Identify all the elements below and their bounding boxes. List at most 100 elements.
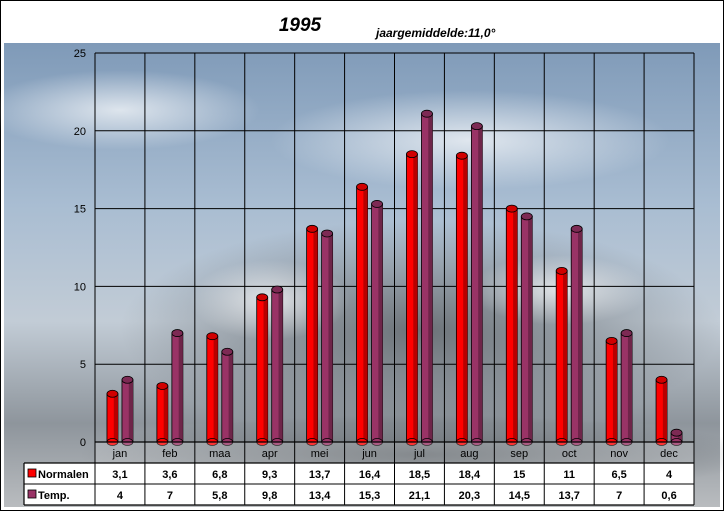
data-label: 15 bbox=[513, 469, 525, 481]
bar bbox=[605, 336, 618, 446]
x-tick-label: dec bbox=[660, 448, 678, 460]
bar-top bbox=[306, 224, 319, 233]
bar-shade bbox=[363, 186, 368, 442]
x-tick-label: jun bbox=[361, 448, 377, 460]
bar bbox=[106, 389, 119, 446]
bar bbox=[256, 293, 269, 446]
data-label: 18,4 bbox=[459, 469, 481, 481]
bar-shade bbox=[677, 432, 683, 442]
bar bbox=[171, 329, 184, 446]
data-label: 18,5 bbox=[409, 469, 430, 481]
data-label: 6,5 bbox=[611, 469, 626, 481]
data-label: 3,6 bbox=[162, 469, 177, 481]
bar-shade bbox=[263, 297, 268, 442]
bar-shade bbox=[328, 233, 333, 442]
x-tick-label: oct bbox=[562, 448, 577, 460]
bar-top bbox=[321, 229, 334, 238]
bar-shade bbox=[378, 203, 383, 442]
bar-top bbox=[221, 347, 234, 356]
data-label: 13,7 bbox=[558, 490, 579, 502]
bar-shade bbox=[313, 228, 318, 442]
bar-top bbox=[271, 285, 284, 294]
bar-shade bbox=[113, 393, 118, 442]
bar-top bbox=[570, 224, 583, 233]
data-label: 7 bbox=[167, 490, 173, 502]
data-label: 6,8 bbox=[212, 469, 227, 481]
bar bbox=[670, 428, 683, 446]
bar-top bbox=[670, 428, 683, 437]
bar-shade bbox=[178, 333, 183, 442]
bar bbox=[655, 375, 668, 446]
data-label: 21,1 bbox=[409, 490, 430, 502]
bar-top bbox=[106, 389, 119, 398]
bars bbox=[106, 109, 683, 446]
legend-swatch bbox=[27, 489, 37, 499]
bar bbox=[555, 266, 568, 446]
bar-top bbox=[356, 182, 368, 191]
bar-top bbox=[171, 329, 184, 337]
bar bbox=[221, 347, 234, 446]
x-tick-label: jul bbox=[413, 448, 425, 460]
bar-top bbox=[555, 266, 568, 275]
bar-top bbox=[520, 212, 533, 221]
bar bbox=[421, 109, 433, 446]
chart-title: 1995 bbox=[279, 15, 322, 36]
bar bbox=[505, 204, 518, 446]
bar-top bbox=[655, 375, 668, 384]
x-tick-label: mei bbox=[311, 448, 329, 460]
data-label: 4 bbox=[117, 490, 124, 502]
legend-label: Normalen bbox=[38, 469, 89, 481]
y-tick-label: 20 bbox=[74, 126, 86, 138]
data-label: 4 bbox=[666, 469, 673, 481]
bar bbox=[271, 285, 284, 446]
data-label: 13,7 bbox=[309, 469, 330, 481]
bar bbox=[121, 375, 134, 446]
bar bbox=[371, 200, 383, 446]
data-label: 20,3 bbox=[459, 490, 480, 502]
bar-top bbox=[121, 375, 134, 384]
bar bbox=[206, 332, 219, 446]
bar-shade bbox=[528, 216, 533, 442]
bar-shade bbox=[428, 113, 433, 443]
data-label: 3,1 bbox=[112, 469, 127, 481]
bar-shade bbox=[612, 340, 618, 442]
bar-top bbox=[406, 150, 418, 159]
bar-shade bbox=[513, 208, 518, 442]
bar-top bbox=[206, 332, 219, 341]
bar-top bbox=[470, 122, 483, 131]
bar-shade bbox=[563, 270, 568, 442]
bar bbox=[356, 182, 368, 446]
data-label: 15,3 bbox=[359, 490, 380, 502]
y-axis: 0 5 10 15 20 25 bbox=[74, 48, 86, 449]
data-label: 9,3 bbox=[262, 469, 277, 481]
bar-top bbox=[620, 329, 633, 337]
data-label: 7 bbox=[616, 490, 622, 502]
bar-top bbox=[455, 151, 468, 160]
bar-shade bbox=[213, 336, 218, 442]
data-label: 14,5 bbox=[509, 490, 530, 502]
bar-shade bbox=[163, 385, 168, 442]
legend-label: Temp. bbox=[38, 490, 70, 502]
data-label: 11 bbox=[563, 469, 575, 481]
x-tick-label: sep bbox=[510, 448, 528, 460]
bar-shade bbox=[278, 289, 283, 442]
bar-shade bbox=[478, 126, 483, 442]
bar-shade bbox=[627, 333, 633, 442]
data-label: 0,6 bbox=[661, 490, 676, 502]
bar-top bbox=[605, 336, 618, 345]
bar-shade bbox=[413, 154, 418, 442]
data-label: 16,4 bbox=[359, 469, 381, 481]
bar bbox=[406, 150, 418, 446]
x-tick-label: jan bbox=[112, 448, 128, 460]
bar-top bbox=[421, 109, 433, 118]
data-label: 9,8 bbox=[262, 490, 277, 502]
bar bbox=[570, 224, 583, 446]
bar-top bbox=[156, 382, 169, 390]
data-label: 5,8 bbox=[212, 490, 227, 502]
y-tick-label: 25 bbox=[74, 48, 86, 60]
bar bbox=[156, 382, 169, 446]
chart-subtitle: jaargemiddelde:11,0° bbox=[374, 26, 495, 40]
bar bbox=[321, 229, 334, 446]
x-tick-label: feb bbox=[162, 448, 177, 460]
